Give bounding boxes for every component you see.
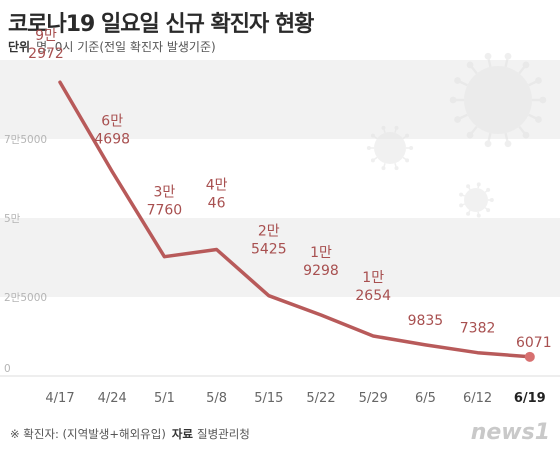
data-label: 7382: [460, 321, 496, 337]
x-tick-label: 4/24: [98, 391, 127, 406]
data-label-ten-thousands: 1만: [310, 245, 332, 261]
data-label: 2만 5425: [251, 224, 287, 258]
source-name: 질병관리청: [196, 427, 250, 441]
virus-icon: [366, 125, 414, 171]
x-tick-label: 5/8: [206, 391, 227, 406]
data-label: 6만 4698: [94, 114, 130, 148]
virus-icon: [459, 182, 494, 218]
x-tick-label: 5/15: [254, 391, 283, 406]
y-tick-label: 0: [4, 363, 11, 375]
y-tick-label: 2만5000: [4, 292, 47, 304]
virus-icon: [449, 52, 547, 148]
data-label-units: 4698: [94, 132, 130, 148]
footnote-note: ※ 확진자: (지역발생+해외유입): [10, 427, 166, 441]
footnote: ※ 확진자: (지역발생+해외유입) 자료 질병관리청: [10, 426, 250, 442]
data-label: 9835: [408, 313, 444, 329]
data-label: 3만 7760: [147, 185, 183, 219]
data-label-units: 2972: [28, 46, 64, 62]
data-label: 1만 9298: [303, 245, 339, 279]
series-polyline: [58, 80, 532, 359]
data-label: 9만 2972: [28, 28, 64, 62]
unit-text: 명, 0시 기준(전일 확진자 발생기준): [36, 40, 216, 54]
data-label-ten-thousands: 1만: [362, 270, 384, 286]
chart-background-bands: [0, 60, 560, 377]
data-label: 1만 2654: [355, 270, 391, 304]
data-label-units: 9298: [303, 263, 339, 279]
data-label-units: 6071: [516, 335, 552, 351]
data-label-units: 7760: [147, 203, 183, 219]
data-label: 6071: [516, 335, 552, 351]
data-label-units: 2654: [355, 288, 391, 304]
data-label-ten-thousands: 6만: [101, 114, 123, 130]
y-axis-ticks: 0 2만5000 5만 7만5000: [4, 134, 47, 375]
x-tick-label: 5/22: [306, 391, 335, 406]
x-tick-label: 6/12: [463, 391, 492, 406]
unit-label: 단위: [8, 40, 31, 54]
x-tick-label: 5/1: [154, 391, 175, 406]
x-tick-label: 6/5: [415, 391, 436, 406]
virus-decoration: [366, 52, 547, 218]
data-label-units: 9835: [408, 313, 444, 329]
highlight-point-marker: [524, 351, 535, 362]
data-label-units: 5425: [251, 242, 287, 258]
source-label: 자료: [171, 427, 193, 441]
unit-note: 단위 명, 0시 기준(전일 확진자 발생기준): [8, 38, 216, 55]
page-title: 코로나19 일요일 신규 확진자 현황: [8, 12, 314, 37]
data-label-ten-thousands: 9만: [35, 28, 57, 44]
x-tick-label: 5/29: [359, 391, 388, 406]
background-band: [0, 297, 560, 376]
news1-logo: news1: [470, 420, 550, 445]
data-label-units: 7382: [460, 321, 496, 337]
data-label-units: 46: [208, 195, 226, 211]
y-tick-label: 5만: [4, 213, 21, 225]
x-tick-label: 4/17: [45, 391, 74, 406]
series-line: [58, 80, 535, 362]
data-label-ten-thousands: 3만: [154, 185, 176, 201]
background-band: [0, 218, 560, 297]
x-tick-label: 6/19: [514, 391, 546, 406]
data-label-ten-thousands: 2만: [258, 224, 280, 240]
x-axis-ticks: 4/17 4/24 5/1 5/8 5/15 5/22 5/29 6/5 6/12 6/19: [45, 391, 545, 406]
data-label-ten-thousands: 4만: [206, 177, 228, 193]
y-tick-label: 7만5000: [4, 134, 47, 146]
